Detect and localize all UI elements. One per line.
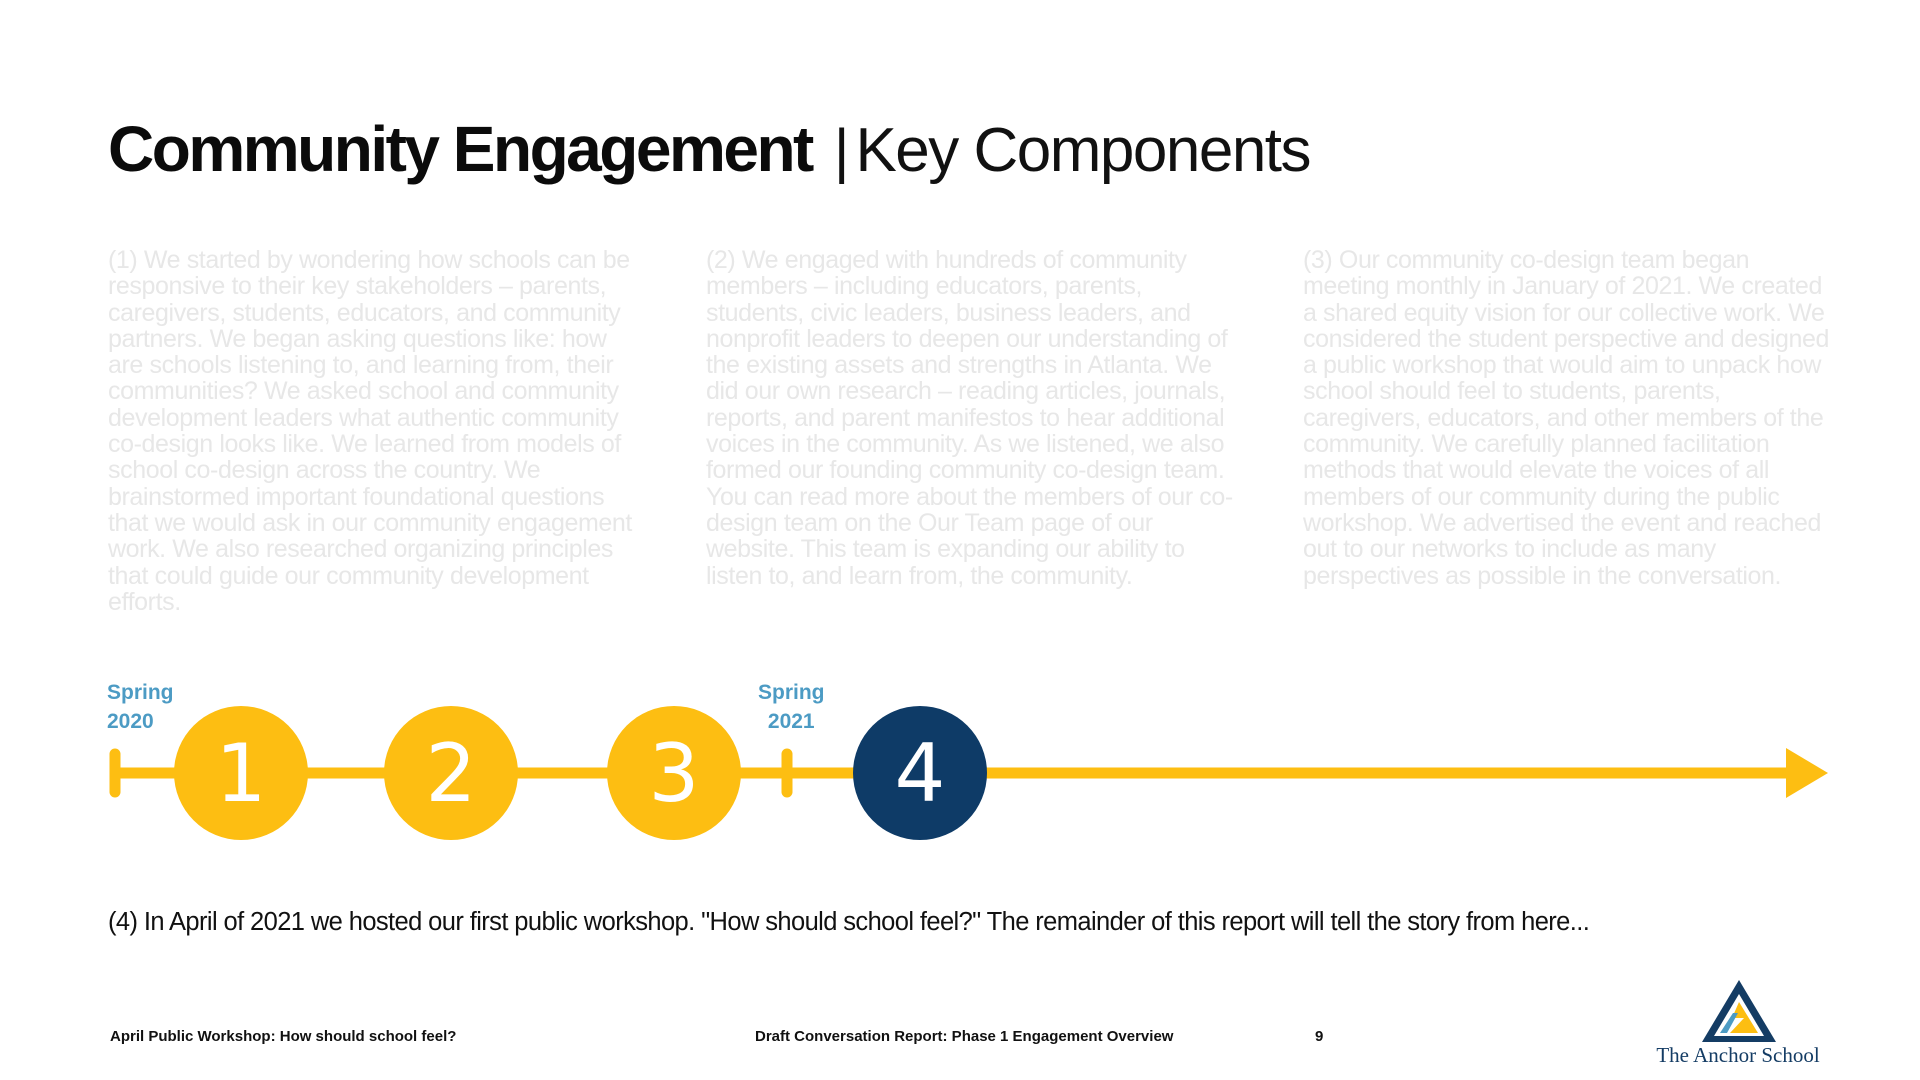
timeline-marker-spring-2021: Spring 2021 xyxy=(758,678,825,736)
column-1-text: (1) We started by wondering how schools … xyxy=(108,246,632,616)
title-bold-text: Community Engagement xyxy=(108,113,814,185)
title-separator: | xyxy=(833,117,850,184)
footer-report-title: Draft Conversation Report: Phase 1 Engag… xyxy=(755,1028,1174,1045)
timeline-arrow-head xyxy=(1786,748,1828,798)
marker-year: 2020 xyxy=(107,710,154,733)
timeline-step-1: 1 xyxy=(174,706,308,840)
page-title: Community Engagement | Key Components xyxy=(108,112,1312,186)
marker-season: Spring xyxy=(758,681,825,704)
column-3-text: (3) Our community co-design team began m… xyxy=(1303,246,1830,590)
marker-season: Spring xyxy=(107,681,174,704)
marker-year: 2021 xyxy=(767,710,815,733)
timeline-step-3: 3 xyxy=(607,706,741,840)
column-2-text: (2) We engaged with hundreds of communit… xyxy=(706,246,1233,590)
anchor-school-triangle-icon xyxy=(1702,980,1776,1042)
step-4-statement: (4) In April of 2021 we hosted our first… xyxy=(108,908,1590,936)
timeline-step-2: 2 xyxy=(384,706,518,840)
title-light-text: Key Components xyxy=(855,116,1311,185)
timeline-marker-spring-2020: Spring 2020 xyxy=(107,678,174,736)
footer-workshop-title: April Public Workshop: How should school… xyxy=(110,1028,457,1045)
page-number: 9 xyxy=(1315,1028,1324,1045)
timeline-step-4-current: 4 xyxy=(853,706,987,840)
logo-wordmark: The Anchor School xyxy=(1656,1043,1820,1067)
anchor-school-logo: The Anchor School xyxy=(1648,978,1828,1068)
